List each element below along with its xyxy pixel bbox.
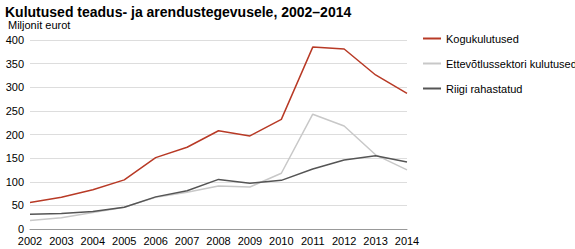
svg-text:50: 50 <box>12 199 24 211</box>
svg-text:300: 300 <box>6 81 24 93</box>
svg-text:350: 350 <box>6 58 24 70</box>
svg-text:2008: 2008 <box>206 235 230 247</box>
svg-text:250: 250 <box>6 105 24 117</box>
svg-text:2009: 2009 <box>238 235 262 247</box>
svg-text:2003: 2003 <box>49 235 73 247</box>
svg-text:200: 200 <box>6 129 24 141</box>
svg-text:2002: 2002 <box>18 235 42 247</box>
svg-text:Riigi rahastatud: Riigi rahastatud <box>446 83 522 95</box>
svg-text:2007: 2007 <box>175 235 199 247</box>
svg-text:2010: 2010 <box>269 235 293 247</box>
svg-text:Miljonit eurot: Miljonit eurot <box>8 19 70 31</box>
svg-text:0: 0 <box>18 223 24 235</box>
svg-text:2005: 2005 <box>112 235 136 247</box>
svg-text:Kulutused teadus- ja arenduste: Kulutused teadus- ja arendustegevusele, … <box>5 4 351 20</box>
svg-text:2012: 2012 <box>332 235 356 247</box>
svg-text:400: 400 <box>6 34 24 46</box>
svg-text:100: 100 <box>6 176 24 188</box>
svg-text:2013: 2013 <box>363 235 387 247</box>
svg-text:Kogukulutused: Kogukulutused <box>446 33 519 45</box>
svg-text:2006: 2006 <box>143 235 167 247</box>
svg-text:2004: 2004 <box>81 235 105 247</box>
svg-text:2011: 2011 <box>301 235 325 247</box>
svg-text:150: 150 <box>6 152 24 164</box>
svg-text:Ettevõtlussektori kulutused: Ettevõtlussektori kulutused <box>446 58 575 70</box>
svg-text:2014: 2014 <box>395 235 419 247</box>
